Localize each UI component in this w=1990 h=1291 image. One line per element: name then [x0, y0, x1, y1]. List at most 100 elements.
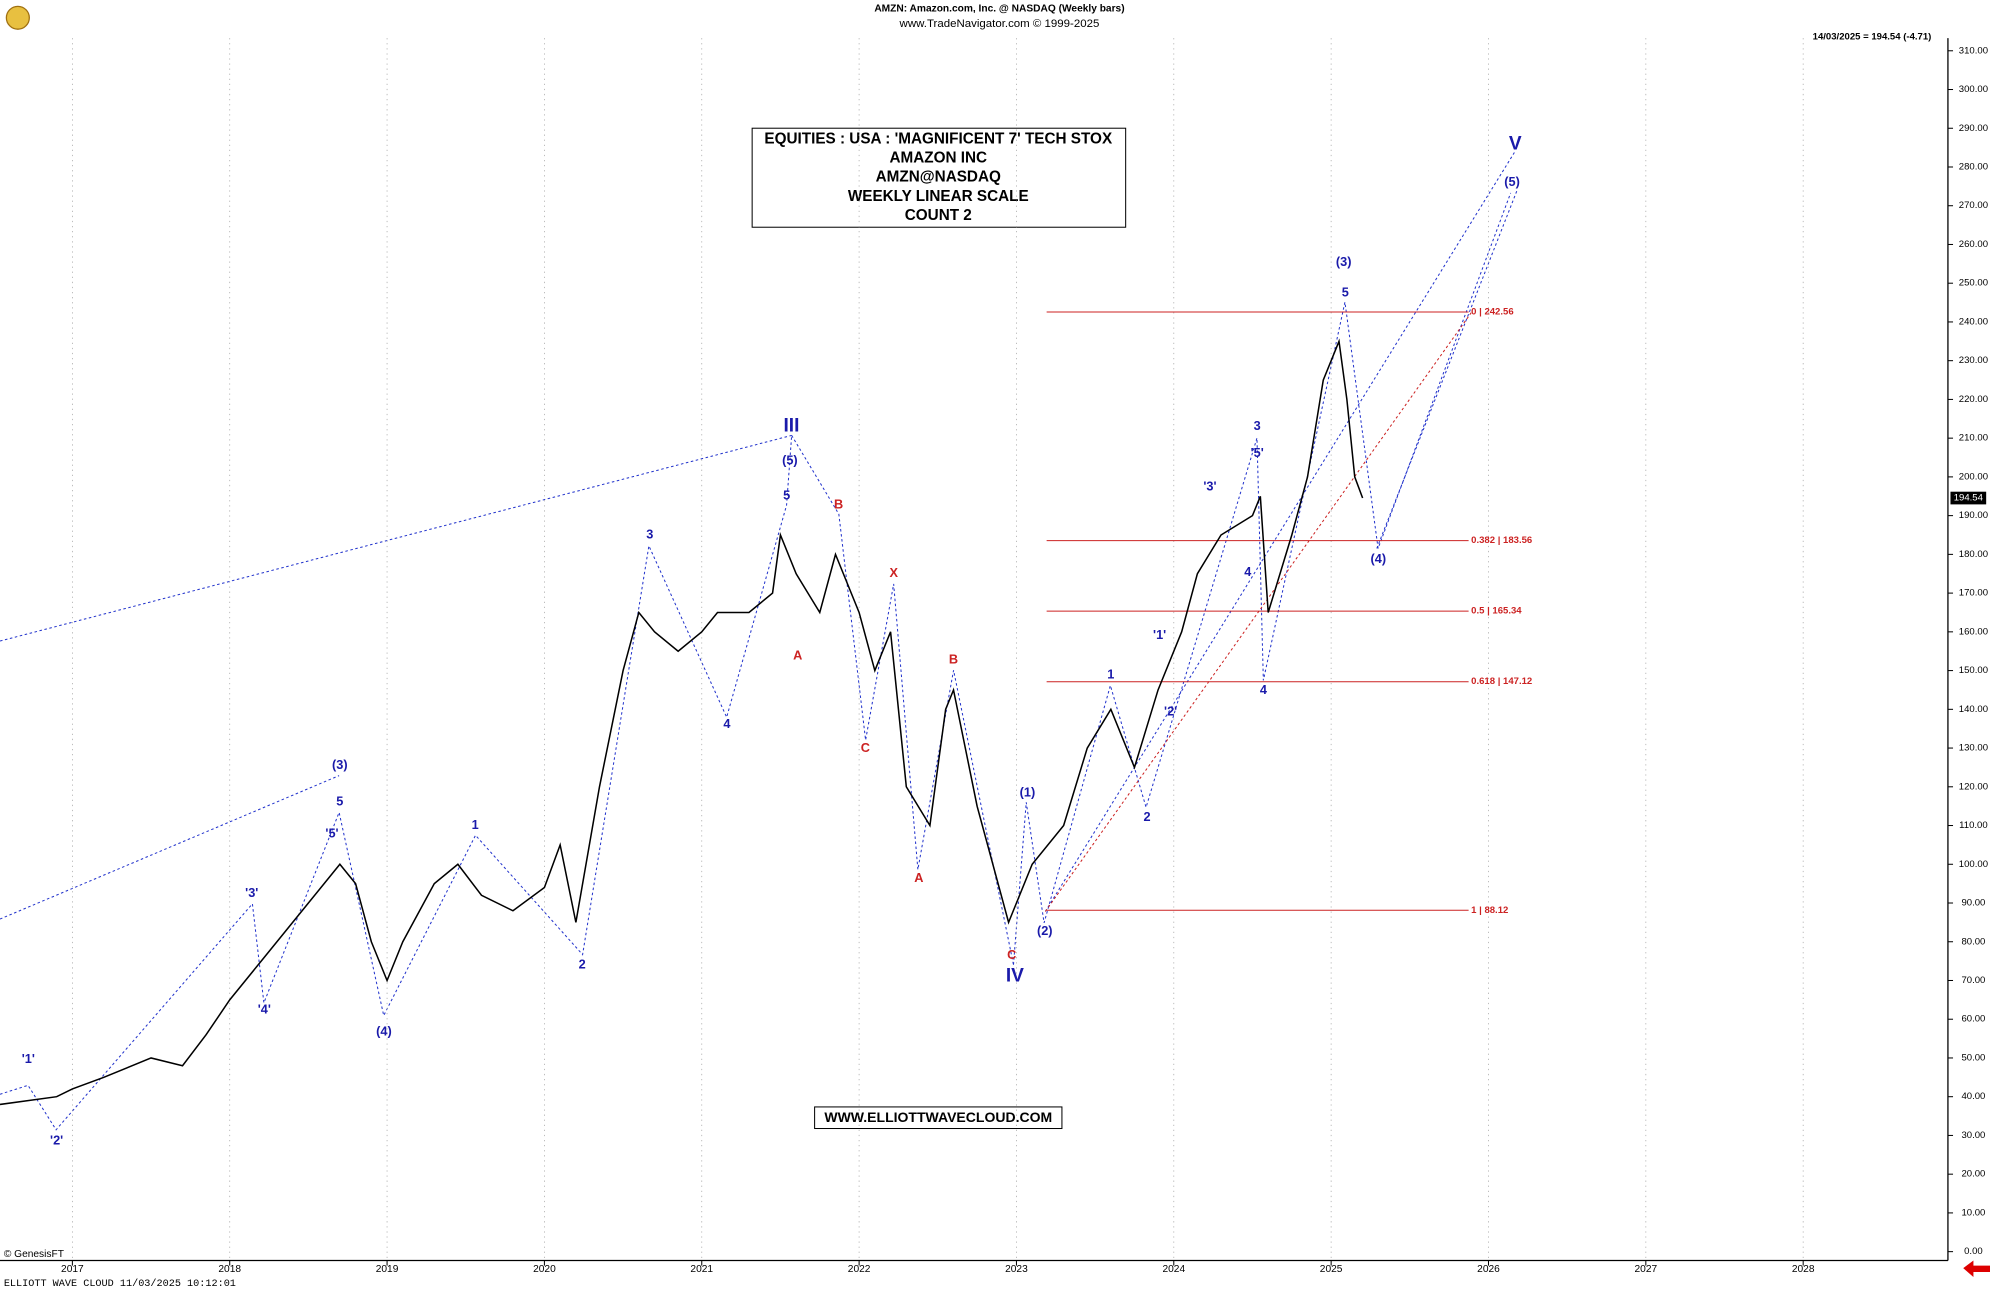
title-line: EQUITIES : USA : 'MAGNIFICENT 7' TECH ST… [764, 131, 1113, 148]
wave-label: 2 [579, 956, 586, 971]
wave-label: 1 [472, 817, 479, 832]
channel-line [1376, 190, 1518, 549]
wave-label: 2 [1143, 809, 1150, 824]
fib-label: 0.618 | 147.12 [1471, 676, 1532, 687]
wave-label: 3 [646, 526, 653, 541]
fib-label: 0.382 | 183.56 [1471, 535, 1532, 546]
wave-label: (4) [376, 1023, 392, 1038]
wave-label: B [834, 497, 843, 512]
x-tick-label: 2027 [1635, 1264, 1658, 1275]
wave-label: (5) [782, 453, 798, 468]
wave-label: IV [1006, 966, 1024, 987]
wave-label: (3) [332, 757, 348, 772]
wave-label: '1' [1153, 627, 1166, 642]
x-tick-label: 2017 [61, 1264, 84, 1275]
y-tick-label: 50.00 [1961, 1052, 1985, 1063]
wave-label: A [793, 648, 802, 663]
wave-label: '1' [22, 1051, 35, 1066]
wave-label: 4 [1260, 682, 1267, 697]
header-source: www.TradeNavigator.com © 1999-2025 [899, 18, 1100, 30]
footer: ELLIOTT WAVE CLOUD 11/03/2025 10:12:01 [4, 1278, 236, 1290]
y-tick-label: 80.00 [1961, 936, 1985, 947]
wave-label: C [861, 740, 870, 755]
y-tick-label: 220.00 [1959, 394, 1988, 405]
x-tick-label: 2024 [1162, 1264, 1185, 1275]
wave-path [0, 435, 793, 1131]
y-tick-label: 270.00 [1959, 200, 1988, 211]
header-title: AMZN: Amazon.com, Inc. @ NASDAQ (Weekly … [874, 4, 1124, 15]
y-tick-label: 120.00 [1959, 781, 1988, 792]
y-tick-label: 250.00 [1959, 278, 1988, 289]
y-tick-label: 0.00 [1964, 1246, 1983, 1257]
wave-label: A [914, 870, 923, 885]
y-tick-label: 100.00 [1959, 859, 1988, 870]
y-tick-label: 10.00 [1961, 1207, 1985, 1218]
wave-label: '2' [50, 1133, 63, 1148]
wave-label: 3 [1254, 418, 1261, 433]
fib-label: 0.5 | 165.34 [1471, 606, 1522, 617]
wave-label: 1 [1107, 667, 1114, 682]
x-tick-label: 2026 [1477, 1264, 1500, 1275]
y-tick-label: 150.00 [1959, 665, 1988, 676]
title-line: COUNT 2 [905, 207, 972, 224]
last-price-box [1950, 491, 1987, 505]
copyright: © GenesisFT [4, 1249, 64, 1260]
y-tick-label: 180.00 [1959, 549, 1988, 560]
price-line [0, 338, 1364, 1106]
wave-label: '5' [325, 825, 338, 840]
x-tick-label: 2018 [218, 1264, 241, 1275]
wave-label: X [889, 565, 898, 580]
x-tick-label: 2025 [1320, 1264, 1343, 1275]
y-tick-label: 240.00 [1959, 316, 1988, 327]
trend-line [0, 434, 792, 642]
wave-label: 4 [723, 716, 730, 731]
y-tick-label: 210.00 [1959, 433, 1988, 444]
trend-line [0, 775, 340, 920]
website-box [814, 1106, 1063, 1130]
y-tick-label: 30.00 [1961, 1130, 1985, 1141]
x-tick-label: 2020 [533, 1264, 556, 1275]
x-tick-label: 2019 [376, 1264, 399, 1275]
wave-label: '3' [245, 885, 258, 900]
wave-label: III [783, 416, 799, 437]
y-tick-label: 140.00 [1959, 704, 1988, 715]
wave-label: 5 [336, 794, 343, 809]
y-tick-label: 280.00 [1959, 162, 1988, 173]
wave-label: B [949, 651, 958, 666]
title-line: WEEKLY LINEAR SCALE [848, 188, 1029, 205]
wave-label: 5 [1342, 285, 1349, 300]
last-quote: 14/03/2025 = 194.54 (-4.71) [1813, 31, 1932, 42]
x-tick-label: 2023 [1005, 1264, 1028, 1275]
title-line: AMZN@NASDAQ [876, 169, 1001, 186]
y-tick-label: 20.00 [1961, 1169, 1985, 1180]
y-tick-label: 190.00 [1959, 510, 1988, 521]
x-tick-label: 2021 [690, 1264, 713, 1275]
y-tick-label: 310.00 [1959, 45, 1988, 56]
logo [5, 5, 30, 30]
wave-label: (4) [1371, 551, 1387, 566]
y-tick-label: 230.00 [1959, 355, 1988, 366]
y-tick-label: 260.00 [1959, 239, 1988, 250]
fib-label: 0 | 242.56 [1471, 307, 1514, 318]
wave-label: (1) [1020, 785, 1036, 800]
wave-label: '5' [1251, 445, 1264, 460]
y-tick-label: 90.00 [1961, 898, 1985, 909]
y-tick-label: 160.00 [1959, 626, 1988, 637]
wave-label: V [1509, 134, 1522, 155]
y-tick-label: 130.00 [1959, 743, 1988, 754]
wave-label: C [1007, 947, 1016, 962]
x-tick-label: 2022 [848, 1264, 871, 1275]
wave-label: (2) [1037, 923, 1053, 938]
y-tick-label: 290.00 [1959, 123, 1988, 134]
y-tick-label: 170.00 [1959, 588, 1988, 599]
title-line: AMAZON INC [889, 150, 987, 167]
wave-label: 4 [1244, 564, 1251, 579]
channel-line [1044, 152, 1515, 912]
y-tick-label: 60.00 [1961, 1014, 1985, 1025]
wave-path [1012, 192, 1512, 965]
wave-path [791, 435, 1014, 965]
y-tick-label: 70.00 [1961, 975, 1985, 986]
title-box [751, 127, 1127, 228]
